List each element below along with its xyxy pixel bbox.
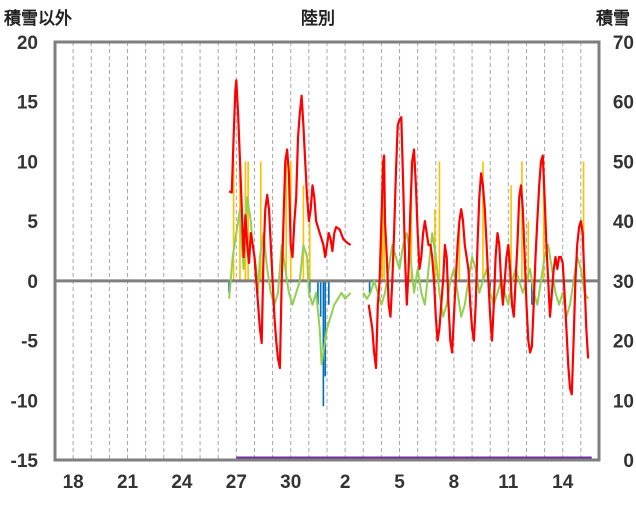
- y2-tick-label: 0: [623, 451, 634, 472]
- y2-tick-label: 30: [613, 272, 634, 293]
- bar: [410, 161, 413, 281]
- x-tick-label: 8: [449, 472, 460, 493]
- y2-tick-label: 40: [613, 212, 634, 233]
- bar: [259, 161, 262, 281]
- y-tick-label: 10: [17, 152, 38, 173]
- series-line: [228, 79, 352, 370]
- bar: [582, 161, 585, 281]
- bar: [319, 280, 322, 317]
- x-tick-label: 30: [280, 472, 301, 493]
- x-axis-ticks: 18 21 24 27 30 2 5 8 11 14: [63, 472, 574, 493]
- x-tick-label: 27: [226, 472, 247, 493]
- bar: [458, 221, 461, 281]
- bar: [327, 280, 330, 305]
- bar: [542, 161, 545, 281]
- bar: [232, 161, 235, 281]
- bar: [322, 280, 325, 407]
- right-axis-label: 積雪: [596, 8, 630, 28]
- y2-tick-label: 20: [613, 332, 634, 353]
- bar: [527, 221, 530, 281]
- x-tick-label: 21: [117, 472, 139, 493]
- y-tick-label: 5: [27, 212, 38, 233]
- y-tick-label: 15: [17, 93, 39, 114]
- y-tick-label: 0: [27, 272, 38, 293]
- bar: [368, 280, 371, 293]
- plot-frame: [53, 40, 601, 462]
- right-axis-ticks: 70 60 50 40 30 20 10 0: [613, 33, 634, 472]
- x-tick-label: 11: [498, 472, 519, 493]
- bar: [228, 280, 230, 293]
- series-line: [228, 196, 352, 366]
- series-line: [367, 116, 590, 396]
- chart-title: 陸別: [301, 8, 335, 28]
- x-tick-label: 5: [394, 472, 405, 493]
- bar: [285, 161, 288, 281]
- y2-tick-label: 10: [613, 391, 634, 412]
- y-tick-label: 20: [17, 33, 38, 54]
- y-tick-label: -15: [11, 451, 39, 472]
- bar: [302, 185, 305, 281]
- line-series: [228, 79, 592, 461]
- bar: [510, 185, 512, 281]
- bar: [482, 161, 484, 281]
- left-axis-label: 積雪以外: [4, 8, 72, 28]
- left-axis-ticks: 20 15 10 5 0 -5 -10 -15: [11, 33, 39, 472]
- y2-tick-label: 70: [613, 33, 634, 54]
- bar: [247, 161, 249, 281]
- bar: [521, 161, 523, 281]
- bar: [438, 161, 441, 281]
- bar: [324, 280, 327, 377]
- y2-tick-label: 60: [613, 93, 634, 114]
- y-tick-label: -5: [21, 332, 38, 353]
- x-tick-label: 24: [171, 472, 193, 493]
- x-tick-label: 18: [63, 472, 84, 493]
- bar: [308, 221, 311, 281]
- y2-tick-label: 50: [613, 152, 634, 173]
- bar: [317, 280, 319, 305]
- x-tick-label: 2: [340, 472, 351, 493]
- bar: [531, 280, 533, 305]
- bar: [308, 280, 311, 293]
- y-tick-label: -10: [11, 391, 38, 412]
- x-tick-label: 14: [552, 472, 574, 493]
